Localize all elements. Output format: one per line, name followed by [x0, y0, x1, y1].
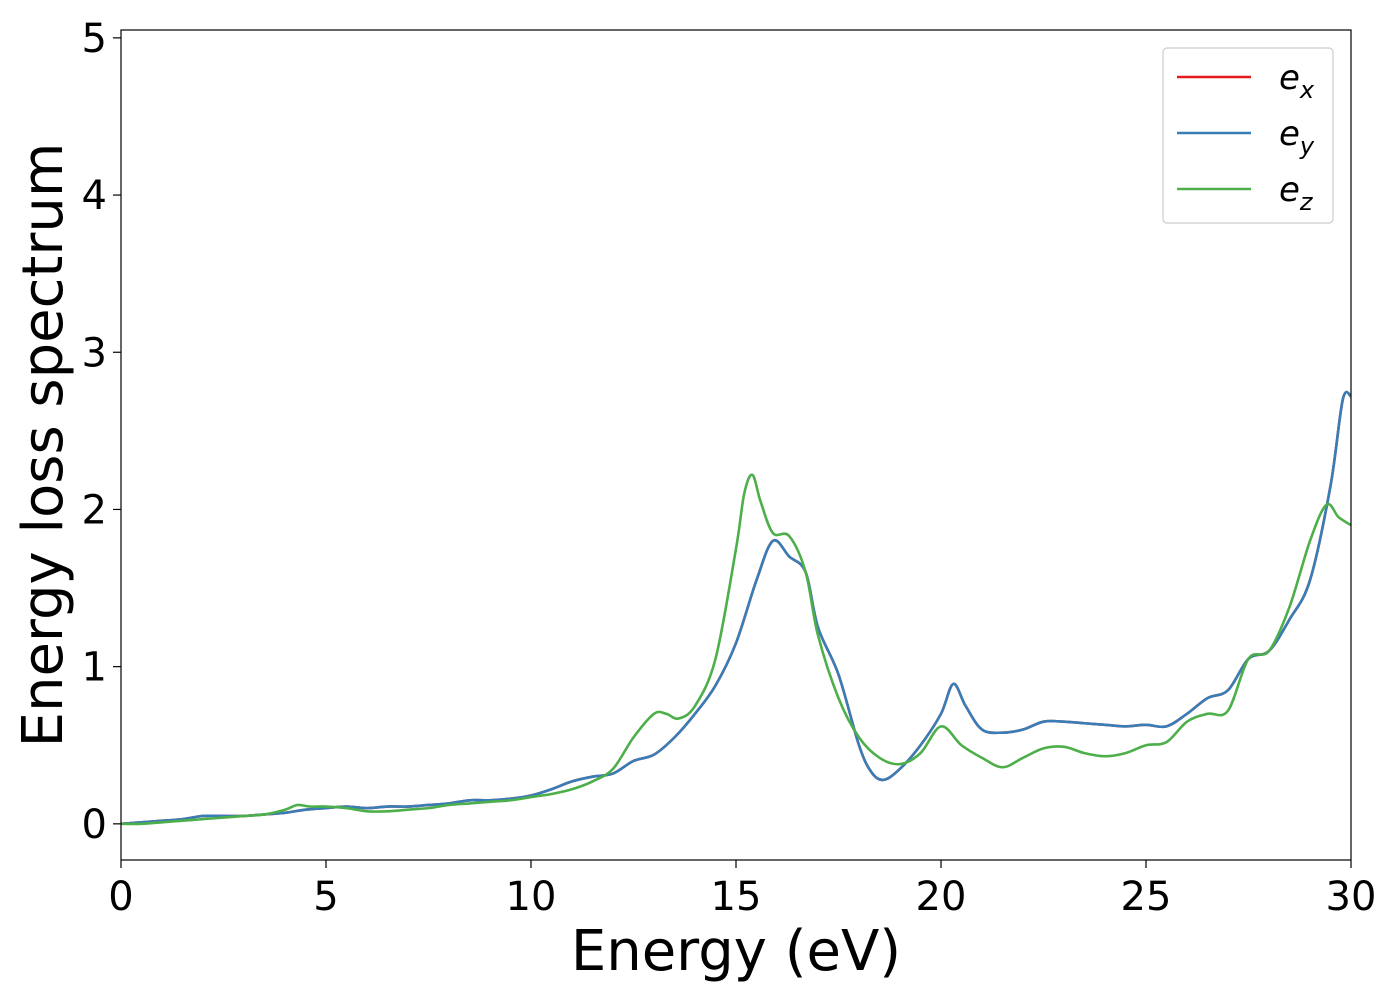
series-line-y: [121, 390, 1351, 826]
legend-label-base: e: [1279, 170, 1300, 210]
x-tick-label: 15: [711, 874, 762, 920]
y-tick-label: 2: [82, 487, 107, 533]
legend-box: [1162, 47, 1334, 224]
x-tick-label: 10: [506, 874, 557, 920]
x-tick-label: 5: [313, 874, 338, 920]
series-line-x: [121, 390, 1351, 826]
y-axis: 0 1 2 3 4 5: [82, 16, 121, 848]
series-layer: [121, 390, 1351, 826]
x-axis: 0 5 10 15 20 25 30: [108, 860, 1376, 920]
y-tick-label: 5: [82, 16, 107, 62]
legend-label-subscript: z: [1299, 188, 1314, 216]
y-tick-label: 3: [82, 330, 107, 376]
y-tick-label: 4: [82, 173, 107, 219]
x-tick-label: 0: [108, 874, 133, 920]
y-tick-label: 0: [82, 802, 107, 848]
x-tick-label: 30: [1326, 874, 1377, 920]
x-tick-label: 25: [1121, 874, 1172, 920]
x-axis-label: Energy (eV): [571, 919, 901, 984]
legend-label-base: e: [1279, 114, 1300, 154]
legend-label-subscript: y: [1299, 132, 1315, 160]
legend-label-base: e: [1279, 58, 1300, 98]
legend-label-y: ey: [1279, 114, 1315, 160]
legend-label-subscript: x: [1299, 76, 1315, 104]
y-axis-label: Energy loss spectrum: [11, 143, 76, 748]
legend-label-x: ex: [1279, 58, 1315, 104]
series-line-z: [121, 473, 1351, 826]
legend-label-z: ez: [1279, 170, 1314, 216]
y-tick-label: 1: [82, 645, 107, 691]
x-tick-label: 20: [916, 874, 967, 920]
